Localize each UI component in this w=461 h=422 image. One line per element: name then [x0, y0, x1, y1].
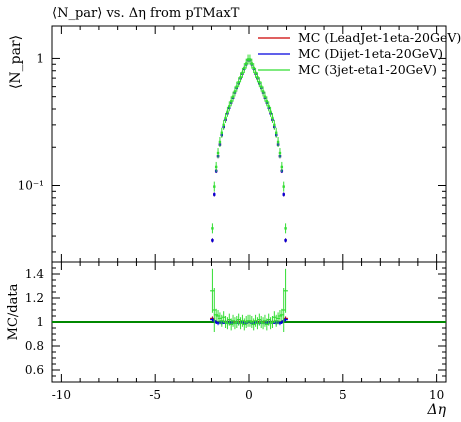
data-point: [244, 62, 248, 65]
data-point: [252, 66, 255, 70]
data-point: [213, 193, 216, 196]
main-y-tick-label: 1: [36, 51, 44, 65]
data-point: [271, 116, 274, 120]
data-point: [239, 76, 242, 79]
data-point: [282, 185, 285, 188]
data-point: [265, 100, 269, 103]
legend-label: MC (Dijet-1eta-20GeV): [298, 46, 443, 61]
main-y-tick-label: 10⁻¹: [18, 178, 44, 192]
data-point: [258, 81, 261, 84]
data-point: [231, 95, 235, 98]
data-point: [275, 131, 278, 134]
data-point: [228, 105, 231, 108]
data-point: [220, 131, 223, 134]
x-tick-label: -5: [149, 388, 161, 402]
data-point: [261, 90, 265, 93]
legend-label: MC (LeadJet-1eta-20GeV): [298, 30, 461, 45]
data-point: [250, 62, 254, 65]
data-point: [241, 71, 244, 75]
ratio-y-tick-label: 1.4: [25, 267, 44, 281]
x-tick-label: 0: [245, 388, 253, 402]
ratio-axis-ticks: 0.6 0.8 1 1.2 1.4 -10 -5 0 5 10: [25, 261, 446, 402]
data-point: [254, 71, 257, 75]
ratio-y-tick-label: 1: [36, 315, 44, 329]
main-axis-ticks: 10⁻¹ 1: [18, 26, 446, 262]
data-point: [224, 116, 227, 120]
data-point: [222, 123, 225, 127]
data-point: [211, 227, 214, 230]
data-point: [246, 58, 250, 61]
data-point: [248, 58, 252, 61]
ratio-y-tick-label: 0.8: [25, 339, 44, 353]
data-point: [259, 85, 263, 88]
data-point: [263, 95, 267, 98]
data-point: [278, 151, 282, 155]
data-point: [269, 110, 272, 114]
x-tick-label: -10: [52, 388, 71, 402]
data-point: [284, 227, 287, 230]
data-point: [267, 105, 270, 108]
x-tick-label: 10: [429, 388, 444, 402]
ratio-y-tick-label: 1.2: [25, 291, 44, 305]
data-point: [284, 239, 287, 242]
ratio-y-axis-label: MC/data: [6, 283, 21, 340]
ratio-y-tick-label: 0.6: [25, 363, 44, 377]
data-point: [273, 123, 276, 127]
x-axis-label: Δη: [427, 402, 447, 418]
data-point: [229, 100, 233, 103]
data-point: [211, 239, 214, 242]
data-point: [226, 110, 229, 114]
main-y-axis-label: ⟨N_par⟩: [8, 35, 24, 89]
main-title: ⟨N_par⟩ vs. Δη from pTMaxT: [52, 6, 240, 21]
data-point: [276, 140, 280, 144]
data-point: [256, 76, 259, 79]
data-point: [237, 81, 240, 84]
data-point: [233, 90, 237, 93]
data-point: [280, 165, 284, 169]
data-point: [213, 185, 216, 188]
legend-label: MC (3jet-eta1-20GeV): [298, 62, 437, 77]
main-plot-series: [211, 54, 287, 243]
data-point: [214, 165, 218, 169]
x-tick-label: 5: [339, 388, 347, 402]
data-point: [282, 193, 285, 196]
data-point: [235, 85, 239, 88]
data-point: [243, 66, 246, 70]
legend: MC (LeadJet-1eta-20GeV)MC (Dijet-1eta-20…: [258, 30, 461, 77]
data-point: [218, 140, 222, 144]
data-point: [216, 151, 220, 155]
ratio-plot-series: [52, 268, 446, 332]
